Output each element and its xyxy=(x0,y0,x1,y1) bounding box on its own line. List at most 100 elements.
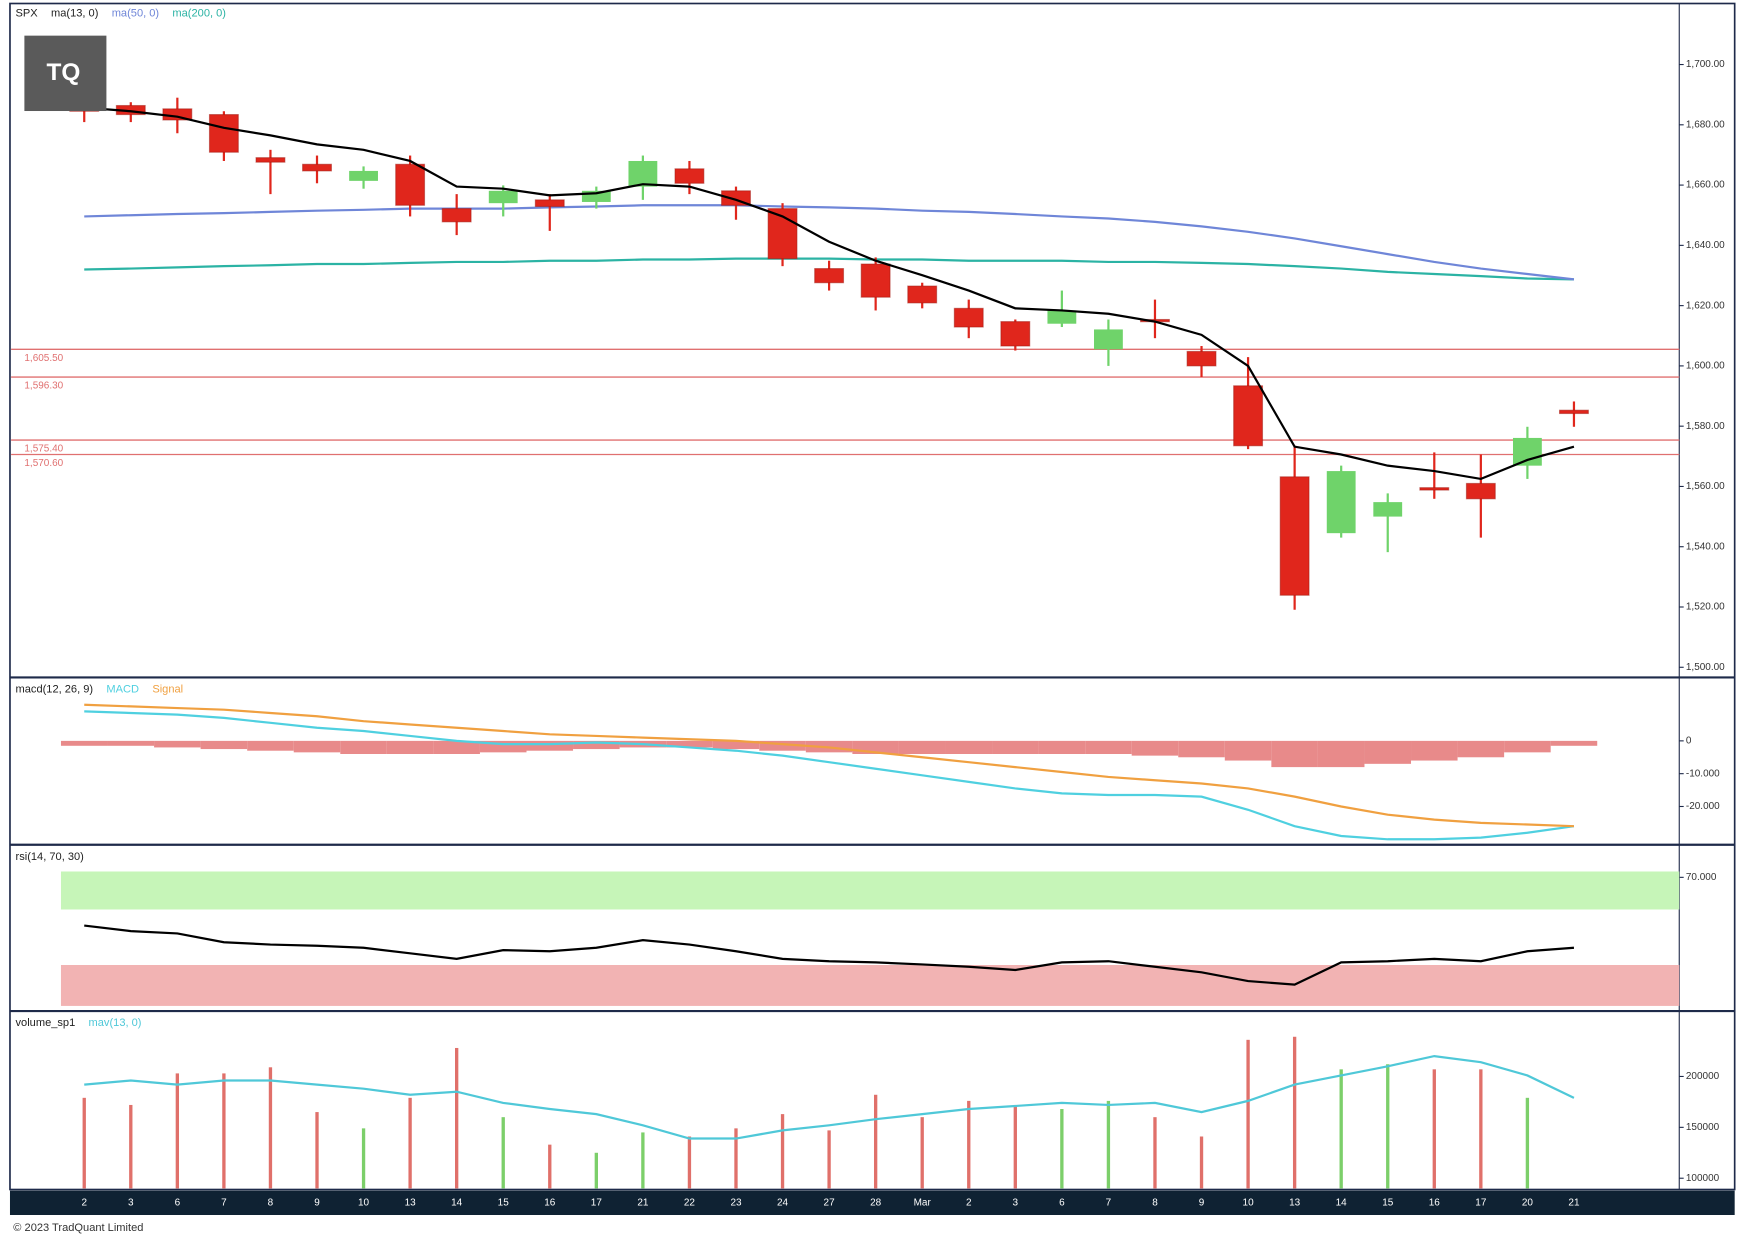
y-tick-label: 1,580.00 xyxy=(1686,421,1725,432)
candle-body xyxy=(441,208,472,223)
x-tick-label: 10 xyxy=(358,1197,370,1208)
candle-body xyxy=(1000,321,1031,347)
volume-bar xyxy=(1525,1097,1530,1189)
y-tick-label: 1,700.00 xyxy=(1686,59,1725,70)
x-tick-label: 13 xyxy=(1289,1197,1301,1208)
zone-band xyxy=(60,871,1680,910)
histogram-bar xyxy=(1317,740,1365,768)
candle-body xyxy=(1233,385,1264,447)
volume-bar xyxy=(175,1073,180,1189)
histogram-bar xyxy=(712,740,760,750)
volume-bar xyxy=(82,1097,86,1189)
x-tick-label: 17 xyxy=(1475,1197,1487,1208)
histogram-bar xyxy=(1364,740,1412,764)
x-tick-label: 10 xyxy=(1243,1197,1255,1208)
histogram-bar xyxy=(386,740,434,754)
volume-bar xyxy=(594,1152,598,1189)
volume-bar xyxy=(129,1104,133,1189)
histogram-bar xyxy=(1178,740,1225,758)
volume-bar xyxy=(268,1067,273,1189)
x-tick-label: 22 xyxy=(684,1197,696,1208)
y-tick-label: 100000 xyxy=(1686,1173,1720,1184)
zone-band xyxy=(60,965,1680,1006)
y-tick-label: 0 xyxy=(1686,736,1692,747)
histogram-bar xyxy=(666,740,713,748)
histogram-bar xyxy=(1224,740,1272,761)
footer: © 2023 TradQuant Limited xyxy=(13,1222,143,1234)
x-tick-label: 8 xyxy=(268,1197,274,1208)
volume-bar xyxy=(408,1097,412,1189)
y-tick-label: 150000 xyxy=(1686,1122,1720,1133)
logo xyxy=(24,35,107,112)
x-tick-label: 16 xyxy=(544,1197,556,1208)
histogram-bar xyxy=(526,740,574,751)
histogram-bar xyxy=(247,740,294,751)
volume-bar xyxy=(315,1112,319,1189)
histogram-bar xyxy=(1271,740,1318,768)
candle-body xyxy=(1094,329,1123,350)
plot: SPX ma(13, 0) ma(50, 0) ma(200, 0) 1,500.00 1… xyxy=(11,7,1725,1208)
candle-body xyxy=(255,157,286,163)
x-tick-label: 2 xyxy=(81,1197,87,1208)
x-tick-label: 7 xyxy=(221,1197,227,1208)
candle-body xyxy=(1186,350,1217,367)
histogram-bar xyxy=(200,740,248,750)
volume-bar xyxy=(1386,1064,1390,1189)
volume-bar xyxy=(1246,1039,1250,1189)
x-tick-label: 28 xyxy=(870,1197,882,1208)
x-tick-label: 24 xyxy=(777,1197,789,1208)
volume-bar xyxy=(455,1047,459,1189)
histogram-bar xyxy=(573,740,620,750)
candle-body xyxy=(581,190,611,202)
panel-title: SPX xyxy=(16,7,39,19)
candle-body xyxy=(814,268,845,284)
y-tick-label: 1,680.00 xyxy=(1686,119,1725,130)
histogram-bar xyxy=(759,740,806,751)
panel-title: macd(12, 26, 9) xyxy=(16,684,94,696)
x-tick-label: 17 xyxy=(591,1197,603,1208)
histogram-bar xyxy=(1038,740,1086,754)
x-tick-label: 8 xyxy=(1152,1197,1158,1208)
volume-bar xyxy=(1199,1136,1204,1189)
volume-bar xyxy=(1106,1100,1111,1189)
candle-body xyxy=(860,263,891,298)
volume-bar xyxy=(967,1100,971,1189)
histogram-bar xyxy=(1411,740,1458,761)
candle-body xyxy=(1465,482,1496,500)
legend-entry: MACD xyxy=(106,684,139,696)
x-tick-label: 21 xyxy=(637,1197,649,1208)
histogram-bar xyxy=(340,740,387,754)
legend-entry: Signal xyxy=(152,684,183,696)
histogram-bar xyxy=(992,740,1039,754)
x-tick-label: 21 xyxy=(1568,1197,1580,1208)
volume-bar xyxy=(827,1130,831,1189)
histogram-bar xyxy=(1131,740,1179,756)
x-tick-label: 3 xyxy=(128,1197,134,1208)
volume-bar xyxy=(641,1132,645,1189)
candle-body xyxy=(1326,471,1356,534)
level-label: 1,575.40 xyxy=(24,444,63,455)
volume-bar xyxy=(1060,1109,1064,1189)
series-line xyxy=(84,703,1574,828)
y-tick-label: -10.000 xyxy=(1686,768,1720,779)
x-tick-label: 14 xyxy=(1336,1197,1348,1208)
x-tick-label: 23 xyxy=(730,1197,742,1208)
candle-body xyxy=(1279,476,1310,596)
volume-bar xyxy=(1292,1036,1297,1189)
level-label: 1,596.30 xyxy=(24,381,63,392)
x-tick-label: 7 xyxy=(1106,1197,1112,1208)
series-line xyxy=(84,257,1574,281)
x-tick-label: 15 xyxy=(1382,1197,1394,1208)
volume-bar xyxy=(1432,1069,1436,1189)
histogram-bar xyxy=(898,740,946,754)
histogram-bar xyxy=(60,740,108,746)
histogram-bar xyxy=(293,740,341,753)
candle-body xyxy=(628,160,658,187)
x-tick-label: 16 xyxy=(1429,1197,1441,1208)
volume-bar xyxy=(361,1128,366,1189)
panel-title: volume_sp1 xyxy=(16,1017,76,1029)
volume-bar xyxy=(1153,1117,1157,1189)
series-line xyxy=(84,924,1575,986)
